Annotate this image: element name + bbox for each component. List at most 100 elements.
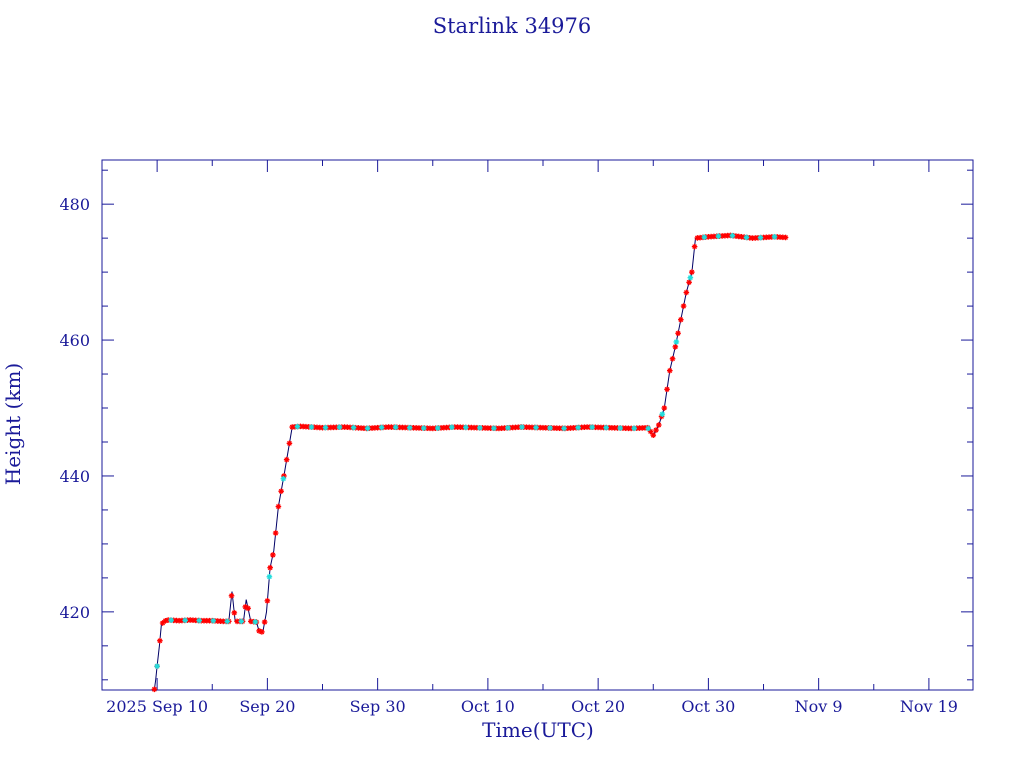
data-markers [151,232,789,693]
marker-stroke [264,598,270,604]
marker-stroke [730,233,735,239]
marker-stroke [678,317,684,323]
marker-stroke [182,617,188,623]
marker-stroke [675,330,681,336]
cyan-marker [519,424,525,430]
cyan-marker [673,339,680,345]
red-marker [264,598,271,604]
cyan-marker [252,619,259,625]
marker-stroke [168,617,174,623]
red-marker [231,610,238,616]
cyan-marker [434,425,441,431]
cyan-marker [729,232,736,239]
marker-stroke [783,235,788,240]
cyan-marker [420,425,427,431]
y-axis-label: Height (km) [1,362,25,486]
red-marker [228,592,235,599]
cyan-marker [154,663,160,670]
marker-stroke [491,425,497,431]
red-marker [157,637,163,644]
cyan-marker [757,234,764,241]
cyan-marker [771,233,778,240]
marker-stroke [631,425,637,431]
cyan-marker [589,424,595,430]
cyan-marker [196,617,203,624]
marker-stroke [687,275,693,281]
marker-stroke [421,425,427,431]
marker-stroke [547,425,553,431]
marker-stroke [758,235,763,241]
cyan-marker [308,424,315,430]
cyan-marker [645,425,652,432]
marker-stroke [681,303,687,309]
cyan-marker [575,424,581,431]
marker-stroke [645,425,651,431]
marker-stroke [656,422,662,428]
cyan-marker [687,274,694,281]
x-tick-label: Sep 30 [350,697,406,716]
marker-stroke [262,619,268,625]
cyan-marker [364,425,371,432]
cyan-marker [561,425,567,432]
red-marker [667,367,673,374]
marker-stroke [295,424,300,430]
marker-stroke [617,425,623,431]
red-marker [272,530,279,536]
marker-stroke [505,425,511,431]
marker-stroke [323,425,328,431]
x-tick-label: Sep 20 [239,697,295,716]
x-tick-label: Nov 19 [900,697,958,716]
red-marker [782,234,789,241]
red-marker [689,269,695,275]
marker-stroke [683,290,689,295]
marker-stroke [393,424,399,430]
marker-stroke [224,618,230,624]
marker-stroke [533,425,539,430]
marker-stroke [210,618,216,624]
red-marker [664,386,670,393]
cyan-marker [547,425,553,431]
marker-stroke [351,425,356,431]
red-marker [653,427,659,433]
red-marker [675,330,681,337]
cyan-marker [715,233,722,239]
marker-stroke [245,605,251,611]
red-marker [275,503,282,510]
red-marker [259,629,265,635]
red-marker [261,619,268,625]
cyan-marker [280,475,287,482]
x-tick-label: Nov 9 [795,697,843,716]
marker-stroke [238,618,244,624]
marker-stroke [664,386,670,392]
marker-stroke [686,279,692,285]
marker-stroke [603,425,609,431]
cyan-marker [294,423,301,430]
marker-stroke [673,339,679,345]
x-axis-label: Time(UTC) [482,718,594,742]
marker-stroke [266,574,272,580]
cyan-marker [477,425,483,431]
marker-stroke [589,424,595,430]
cyan-marker [378,424,385,431]
marker-stroke [744,234,749,240]
red-marker [686,279,692,286]
cyan-marker [463,424,469,431]
red-marker [678,316,684,323]
red-marker [151,686,158,693]
marker-stroke [661,405,667,411]
marker-stroke [270,552,276,558]
cyan-marker [603,424,609,431]
marker-stroke [365,425,371,431]
marker-stroke [267,565,273,571]
red-marker [680,303,687,309]
marker-stroke [284,457,290,463]
chart-title: Starlink 34976 [432,14,592,38]
marker-stroke [435,425,441,431]
plot-frame [101,159,974,691]
red-marker [669,355,676,362]
marker-stroke [196,618,202,623]
red-marker [661,405,668,411]
x-tick-label: 2025 Sep 10 [106,697,208,716]
cyan-marker [336,424,343,430]
